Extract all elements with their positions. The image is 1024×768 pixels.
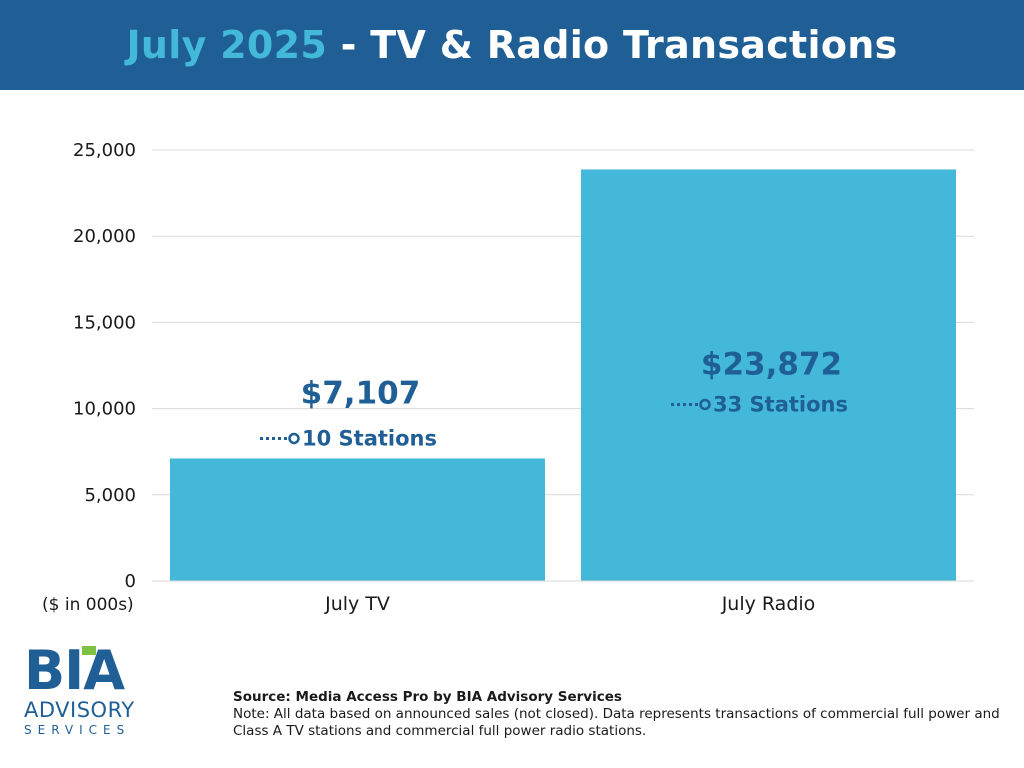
title-rest: - TV & Radio Transactions [327, 23, 898, 67]
bar [170, 458, 545, 581]
value-label: $7,107 [301, 375, 421, 411]
logo-accent-bar [82, 646, 96, 655]
bar-chart: 0 5,000 10,000 15,000 20,000 25,000 July TV Jul… [73, 140, 974, 615]
stations-label: 33 Stations [713, 392, 848, 416]
station-marker-icon [699, 398, 711, 411]
logo-bia-text: BIA [24, 639, 125, 702]
value-label: $23,872 [701, 346, 842, 382]
footer-note: Source: Media Access Pro by BIA Advisory… [233, 689, 1003, 740]
source-line: Source: Media Access Pro by BIA Advisory… [233, 689, 622, 705]
stations-label: 10 Stations [302, 426, 437, 450]
title-banner: July 2025 - TV & Radio Transactions [0, 0, 1024, 90]
logo-services-text: SERVICES [24, 723, 131, 737]
y-tick-label: 25,000 [73, 140, 136, 161]
unit-note: ($ in 000s) [42, 595, 134, 615]
y-tick-label: 10,000 [73, 399, 136, 420]
note-line: Note: All data based on announced sales … [233, 706, 1000, 739]
y-tick-label: 20,000 [73, 226, 136, 247]
y-tick-label: 0 [125, 571, 136, 592]
x-category-label: July TV [324, 593, 390, 615]
page-title: July 2025 - TV & Radio Transactions [126, 23, 897, 67]
bar [581, 169, 956, 581]
bia-logo-icon: BIA ADVISORY SERVICES [24, 644, 154, 744]
station-marker-icon [288, 432, 300, 445]
y-tick-label: 15,000 [73, 312, 136, 333]
y-tick-label: 5,000 [84, 485, 136, 506]
x-category-label: July Radio [721, 593, 816, 615]
title-highlight: July 2025 [126, 23, 328, 67]
logo-advisory-text: ADVISORY [24, 698, 135, 722]
